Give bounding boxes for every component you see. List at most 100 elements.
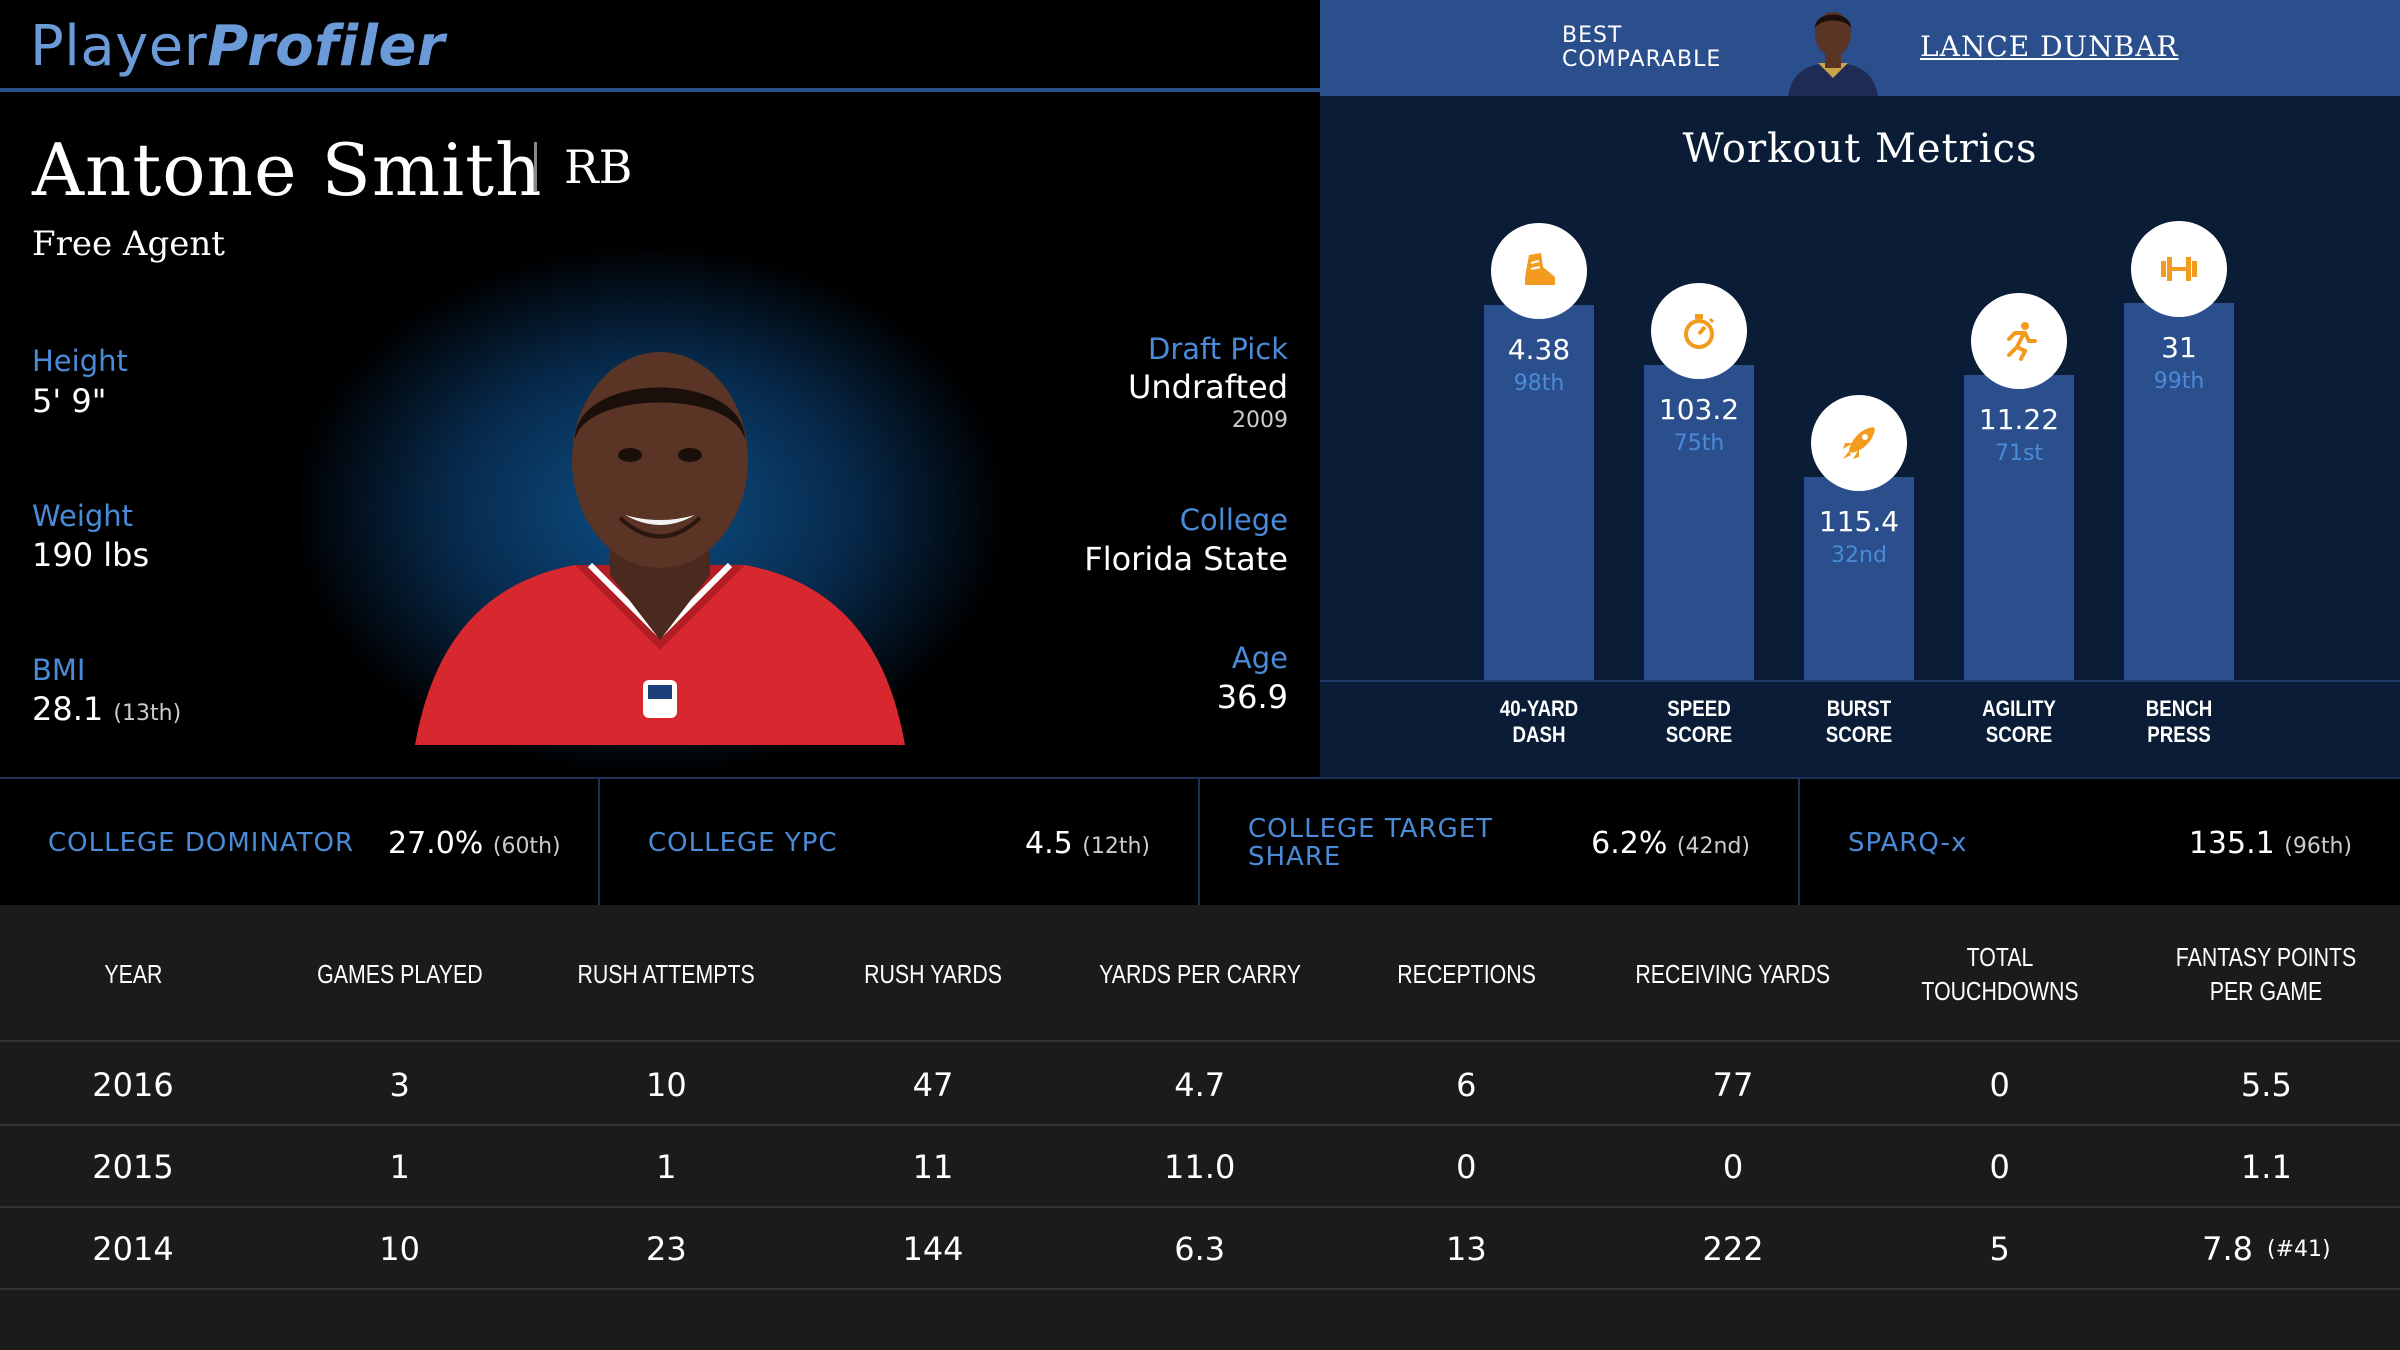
table-cell: 10 bbox=[267, 1208, 533, 1290]
table-cell: 5.5 bbox=[2133, 1044, 2399, 1126]
column-header-label: FANTASY POINTS PER GAME bbox=[2176, 941, 2357, 1006]
table-cell-value: 0 bbox=[1456, 1148, 1477, 1186]
workout-metric-label-line2: PRESS bbox=[2147, 722, 2211, 747]
draft-value: Undrafted bbox=[1127, 368, 1288, 406]
brand-logo[interactable]: PlayerProfiler bbox=[30, 14, 445, 79]
college-target-share-label: COLLEGE TARGET SHARE bbox=[1248, 815, 1493, 871]
column-header[interactable]: RUSH YARDS bbox=[800, 905, 1066, 1042]
column-header[interactable]: GAMES PLAYED bbox=[267, 905, 533, 1042]
table-cell: 6 bbox=[1333, 1044, 1599, 1126]
best-comparable-label-line2: COMPARABLE bbox=[1562, 47, 1722, 72]
table-cell-value: 11.0 bbox=[1164, 1148, 1236, 1186]
table-cell: 4.7 bbox=[1067, 1044, 1333, 1126]
brand-part2: Profiler bbox=[207, 14, 446, 79]
workout-metric-label-line1: AGILITY bbox=[1982, 696, 2056, 721]
column-header[interactable]: RECEIVING YARDS bbox=[1600, 905, 1866, 1042]
table-cell-value: 1.1 bbox=[2240, 1148, 2292, 1186]
table-cell: 0 bbox=[1333, 1126, 1599, 1208]
column-header-label: YEAR bbox=[103, 958, 163, 989]
age-value: 36.9 bbox=[1216, 678, 1288, 716]
workout-bar bbox=[1484, 305, 1594, 680]
workout-baseline bbox=[1320, 680, 2400, 682]
table-row: 2014 10 23 144 6.3 13 222 5 7.8 (#41) bbox=[0, 1208, 2400, 1290]
table-cell: 2015 bbox=[0, 1126, 266, 1208]
column-header-label: GAMES PLAYED bbox=[316, 958, 483, 989]
college-target-share-value: 6.2% (42nd) bbox=[1591, 826, 1750, 861]
column-header[interactable]: FANTASY POINTS PER GAME bbox=[2133, 905, 2399, 1042]
college-target-share-label-line1: COLLEGE TARGET bbox=[1248, 814, 1494, 844]
table-cell: 2016 bbox=[0, 1044, 266, 1126]
workout-bar bbox=[2124, 302, 2234, 680]
college-dominator-label: COLLEGE DOMINATOR bbox=[48, 828, 355, 858]
column-header-label: RUSH ATTEMPTS bbox=[577, 958, 755, 989]
workout-metric-value: 31 bbox=[2161, 330, 2197, 364]
table-cell: 11.0 bbox=[1067, 1126, 1333, 1208]
table-cell-value: 13 bbox=[1445, 1230, 1487, 1268]
workout-metric-label-line1: 40-YARD bbox=[1499, 696, 1579, 721]
college-ypc-label: COLLEGE YPC bbox=[648, 828, 838, 858]
table-cell-value: 11 bbox=[912, 1148, 954, 1186]
column-header[interactable]: TOTAL TOUCHDOWNS bbox=[1867, 905, 2133, 1042]
table-cell-value: 4.7 bbox=[1174, 1066, 1226, 1104]
sparq-label: SPARQ-x bbox=[1848, 828, 1968, 858]
table-cell: 0 bbox=[1867, 1126, 2133, 1208]
workout-metric-value: 11.22 bbox=[1978, 403, 2060, 437]
age-label: Age bbox=[1231, 641, 1288, 675]
workout-bar bbox=[1804, 476, 1914, 680]
height-value: 5' 9" bbox=[32, 382, 107, 420]
workout-metric-percentile: 32nd bbox=[1831, 542, 1887, 568]
fantasy-rank: (#41) bbox=[2267, 1236, 2331, 1262]
column-header[interactable]: YEAR bbox=[0, 905, 266, 1042]
table-cell: 47 bbox=[800, 1044, 1066, 1126]
workout-metric-label-line1: BURST bbox=[1826, 696, 1892, 721]
barbell-icon bbox=[2131, 220, 2227, 317]
college-ypc-value: 4.5 (12th) bbox=[1025, 826, 1150, 861]
workout-metric-label-line2: SCORE bbox=[1665, 722, 1733, 747]
column-header[interactable]: RUSH ATTEMPTS bbox=[533, 905, 799, 1042]
column-header[interactable]: RECEPTIONS bbox=[1333, 905, 1599, 1042]
table-cell: 11 bbox=[800, 1126, 1066, 1208]
table-cell-value: 77 bbox=[1712, 1066, 1754, 1104]
player-team: Free Agent bbox=[32, 224, 225, 264]
runner-icon bbox=[1971, 293, 2067, 390]
table-cell-value: 47 bbox=[912, 1066, 954, 1104]
column-header-label: TOTAL TOUCHDOWNS bbox=[1921, 941, 2079, 1006]
bmi-rank: (13th) bbox=[113, 701, 182, 726]
college-label: College bbox=[1179, 503, 1288, 537]
table-cell-value: 3 bbox=[389, 1066, 410, 1104]
table-cell-value: 0 bbox=[1989, 1148, 2010, 1186]
college-ypc-cell: COLLEGE YPC 4.5 (12th) bbox=[600, 779, 1200, 907]
college-dominator-value: 27.0% (60th) bbox=[388, 826, 561, 861]
table-cell-value: 2015 bbox=[92, 1148, 174, 1186]
workout-metric-percentile: 99th bbox=[2153, 368, 2205, 394]
table-cell-value: 2016 bbox=[92, 1066, 174, 1104]
best-comparable-link[interactable]: LANCE DUNBAR bbox=[1920, 30, 2179, 63]
draft-year: 2009 bbox=[1232, 408, 1288, 433]
table-cell: 10 bbox=[533, 1044, 799, 1126]
college-target-share-rank: (42nd) bbox=[1676, 834, 1750, 859]
table-row: 2016 3 10 47 4.7 6 77 0 5.5 bbox=[0, 1044, 2400, 1126]
table-cell-value: 222 bbox=[1702, 1230, 1764, 1268]
workout-bar bbox=[1644, 365, 1754, 680]
table-cell-value: 5 bbox=[1989, 1230, 2010, 1268]
table-cell: 1 bbox=[533, 1126, 799, 1208]
workout-metric-label: 40-YARD DASH bbox=[1480, 696, 1599, 748]
table-cell: 1.1 bbox=[2133, 1126, 2399, 1208]
column-header[interactable]: YARDS PER CARRY bbox=[1067, 905, 1333, 1042]
shoe-icon bbox=[1491, 223, 1587, 320]
workout-metric-label-line1: BENCH bbox=[2145, 696, 2213, 721]
brand-bar: PlayerProfiler bbox=[0, 0, 1320, 92]
workout-metric-label: BENCH PRESS bbox=[2120, 696, 2239, 748]
workout-metric-percentile: 71st bbox=[1994, 441, 2044, 467]
college-value: Florida State bbox=[1084, 540, 1288, 578]
table-cell: 77 bbox=[1600, 1044, 1866, 1126]
workout-metrics-title: Workout Metrics bbox=[1682, 126, 2038, 172]
column-header-label: RECEIVING YARDS bbox=[1635, 958, 1831, 989]
table-cell: 3 bbox=[267, 1044, 533, 1126]
stopwatch-icon bbox=[1651, 283, 1747, 379]
sparq-number: 135.1 bbox=[2188, 826, 2275, 861]
sparq-cell: SPARQ-x 135.1 (96th) bbox=[1800, 779, 2400, 907]
college-dominator-cell: COLLEGE DOMINATOR 27.0% (60th) bbox=[0, 779, 600, 907]
player-panel: PlayerProfiler Antone Smith RB Free Agen… bbox=[0, 0, 1320, 777]
sparq-rank: (96th) bbox=[2284, 834, 2352, 859]
